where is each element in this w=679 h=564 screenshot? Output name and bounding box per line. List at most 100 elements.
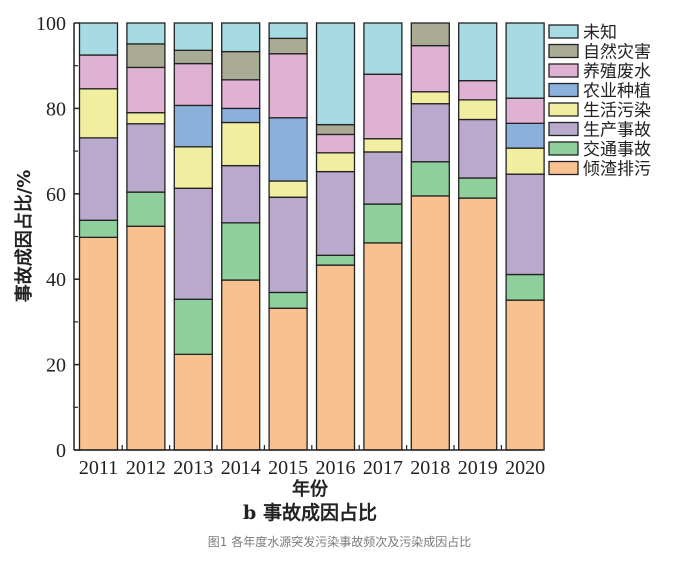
legend-label: 生产事故 bbox=[583, 121, 651, 141]
bar-segment bbox=[505, 173, 545, 276]
x-tick-label: 2018 bbox=[410, 457, 450, 479]
legend-label: 未知 bbox=[583, 23, 617, 43]
bar-segment bbox=[315, 22, 356, 126]
bar-2011 bbox=[78, 22, 119, 451]
legend-swatch bbox=[548, 63, 579, 78]
y-tick-label: 100 bbox=[36, 13, 66, 35]
bar-segment bbox=[315, 123, 356, 136]
bar-segment bbox=[410, 161, 450, 197]
legend-label: 生活污染 bbox=[583, 101, 651, 121]
legend-item: 农业种植 bbox=[548, 82, 651, 102]
bar-segment bbox=[126, 22, 166, 45]
legend-swatch bbox=[548, 24, 579, 39]
bar-segment bbox=[363, 242, 403, 451]
legend-swatch bbox=[548, 121, 579, 137]
bar-segment bbox=[315, 170, 356, 256]
bar-segment bbox=[173, 62, 213, 107]
bar-segment bbox=[221, 279, 261, 451]
x-axis-label: 年份 bbox=[292, 478, 329, 500]
bar-segment bbox=[78, 54, 119, 90]
bar-segment bbox=[410, 195, 450, 451]
x-tick-label: 2017 bbox=[363, 457, 403, 479]
bar-segment bbox=[410, 103, 450, 163]
bar-segment bbox=[126, 225, 166, 451]
bar-segment bbox=[410, 44, 450, 93]
bar-2014 bbox=[221, 22, 261, 451]
x-tick-label: 2020 bbox=[505, 457, 545, 479]
bar-2013 bbox=[173, 22, 213, 451]
legend-label: 农业种植 bbox=[583, 82, 651, 102]
legend-label: 倾渣排污 bbox=[583, 160, 651, 180]
bar-segment bbox=[315, 254, 356, 266]
legend-swatch bbox=[548, 160, 579, 176]
legend-swatch bbox=[548, 141, 579, 156]
bar-segment bbox=[173, 49, 213, 65]
bar-segment bbox=[221, 107, 261, 124]
bar-segment bbox=[458, 177, 498, 199]
bar-segment bbox=[268, 117, 308, 182]
bar-segment bbox=[268, 291, 308, 309]
bar-segment bbox=[363, 22, 403, 75]
bar-segment bbox=[173, 298, 213, 356]
bar-segment bbox=[268, 196, 308, 294]
bar-segment bbox=[315, 264, 356, 451]
bar-segment bbox=[173, 146, 213, 189]
bar-segment bbox=[221, 50, 261, 81]
bar-segment bbox=[173, 353, 213, 451]
figure-caption: 图1 各年度水源突发污染事故频次及污染成因占比 bbox=[207, 535, 472, 549]
legend-label: 养殖废水 bbox=[583, 62, 651, 82]
bar-2018 bbox=[410, 22, 450, 451]
x-tick-label: 2016 bbox=[316, 457, 356, 479]
bar-segment bbox=[458, 99, 498, 121]
bar-segment bbox=[363, 151, 403, 205]
bar-segment bbox=[221, 222, 261, 281]
y-tick-label: 20 bbox=[46, 355, 66, 377]
bar-segment bbox=[78, 88, 119, 139]
legend-item: 交通事故 bbox=[548, 140, 651, 160]
bar-segment bbox=[173, 104, 213, 148]
y-ticks: 0 20 40 60 80 100 bbox=[36, 13, 80, 462]
bar-segment bbox=[410, 22, 450, 47]
bar-segment bbox=[268, 37, 308, 55]
bar-2020 bbox=[505, 22, 545, 451]
bar-segment bbox=[126, 112, 166, 125]
bar-segment bbox=[221, 79, 261, 110]
bar-group bbox=[78, 22, 545, 451]
legend-swatch bbox=[548, 82, 579, 98]
bar-segment bbox=[268, 22, 308, 40]
x-tick-label: 2013 bbox=[173, 457, 213, 479]
bar-segment bbox=[221, 121, 261, 167]
bar-segment bbox=[126, 43, 166, 69]
legend-item: 生活污染 bbox=[548, 101, 651, 121]
x-ticks: 2011 2012 2013 2014 2015 2016 2017 2018 2019 2020 bbox=[79, 445, 545, 479]
bar-segment bbox=[505, 273, 545, 301]
bar-segment bbox=[126, 191, 166, 227]
bar-segment bbox=[268, 180, 308, 198]
legend-item: 养殖废水 bbox=[548, 62, 651, 82]
bar-segment bbox=[78, 22, 119, 56]
bar-segment bbox=[315, 152, 356, 173]
legend-swatch bbox=[548, 43, 579, 59]
bar-segment bbox=[363, 203, 403, 244]
bar-segment bbox=[78, 137, 119, 221]
bar-2012 bbox=[126, 22, 166, 451]
bar-segment bbox=[458, 79, 498, 101]
x-tick-label: 2011 bbox=[79, 457, 118, 479]
legend-item: 自然灾害 bbox=[548, 43, 651, 63]
bar-2017 bbox=[363, 22, 403, 451]
bar-segment bbox=[173, 187, 213, 300]
bar-segment bbox=[78, 236, 119, 451]
bar-segment bbox=[505, 147, 545, 175]
y-axis-label: 事故成因占比/% bbox=[13, 170, 35, 303]
bar-segment bbox=[78, 219, 119, 239]
bar-segment bbox=[458, 118, 498, 179]
bar-segment bbox=[221, 22, 261, 53]
y-tick-label: 60 bbox=[46, 184, 66, 206]
x-tick-label: 2019 bbox=[458, 457, 498, 479]
bar-segment bbox=[363, 73, 403, 140]
legend-label: 交通事故 bbox=[583, 140, 651, 160]
bar-segment bbox=[363, 138, 403, 153]
bar-segment bbox=[126, 66, 166, 114]
